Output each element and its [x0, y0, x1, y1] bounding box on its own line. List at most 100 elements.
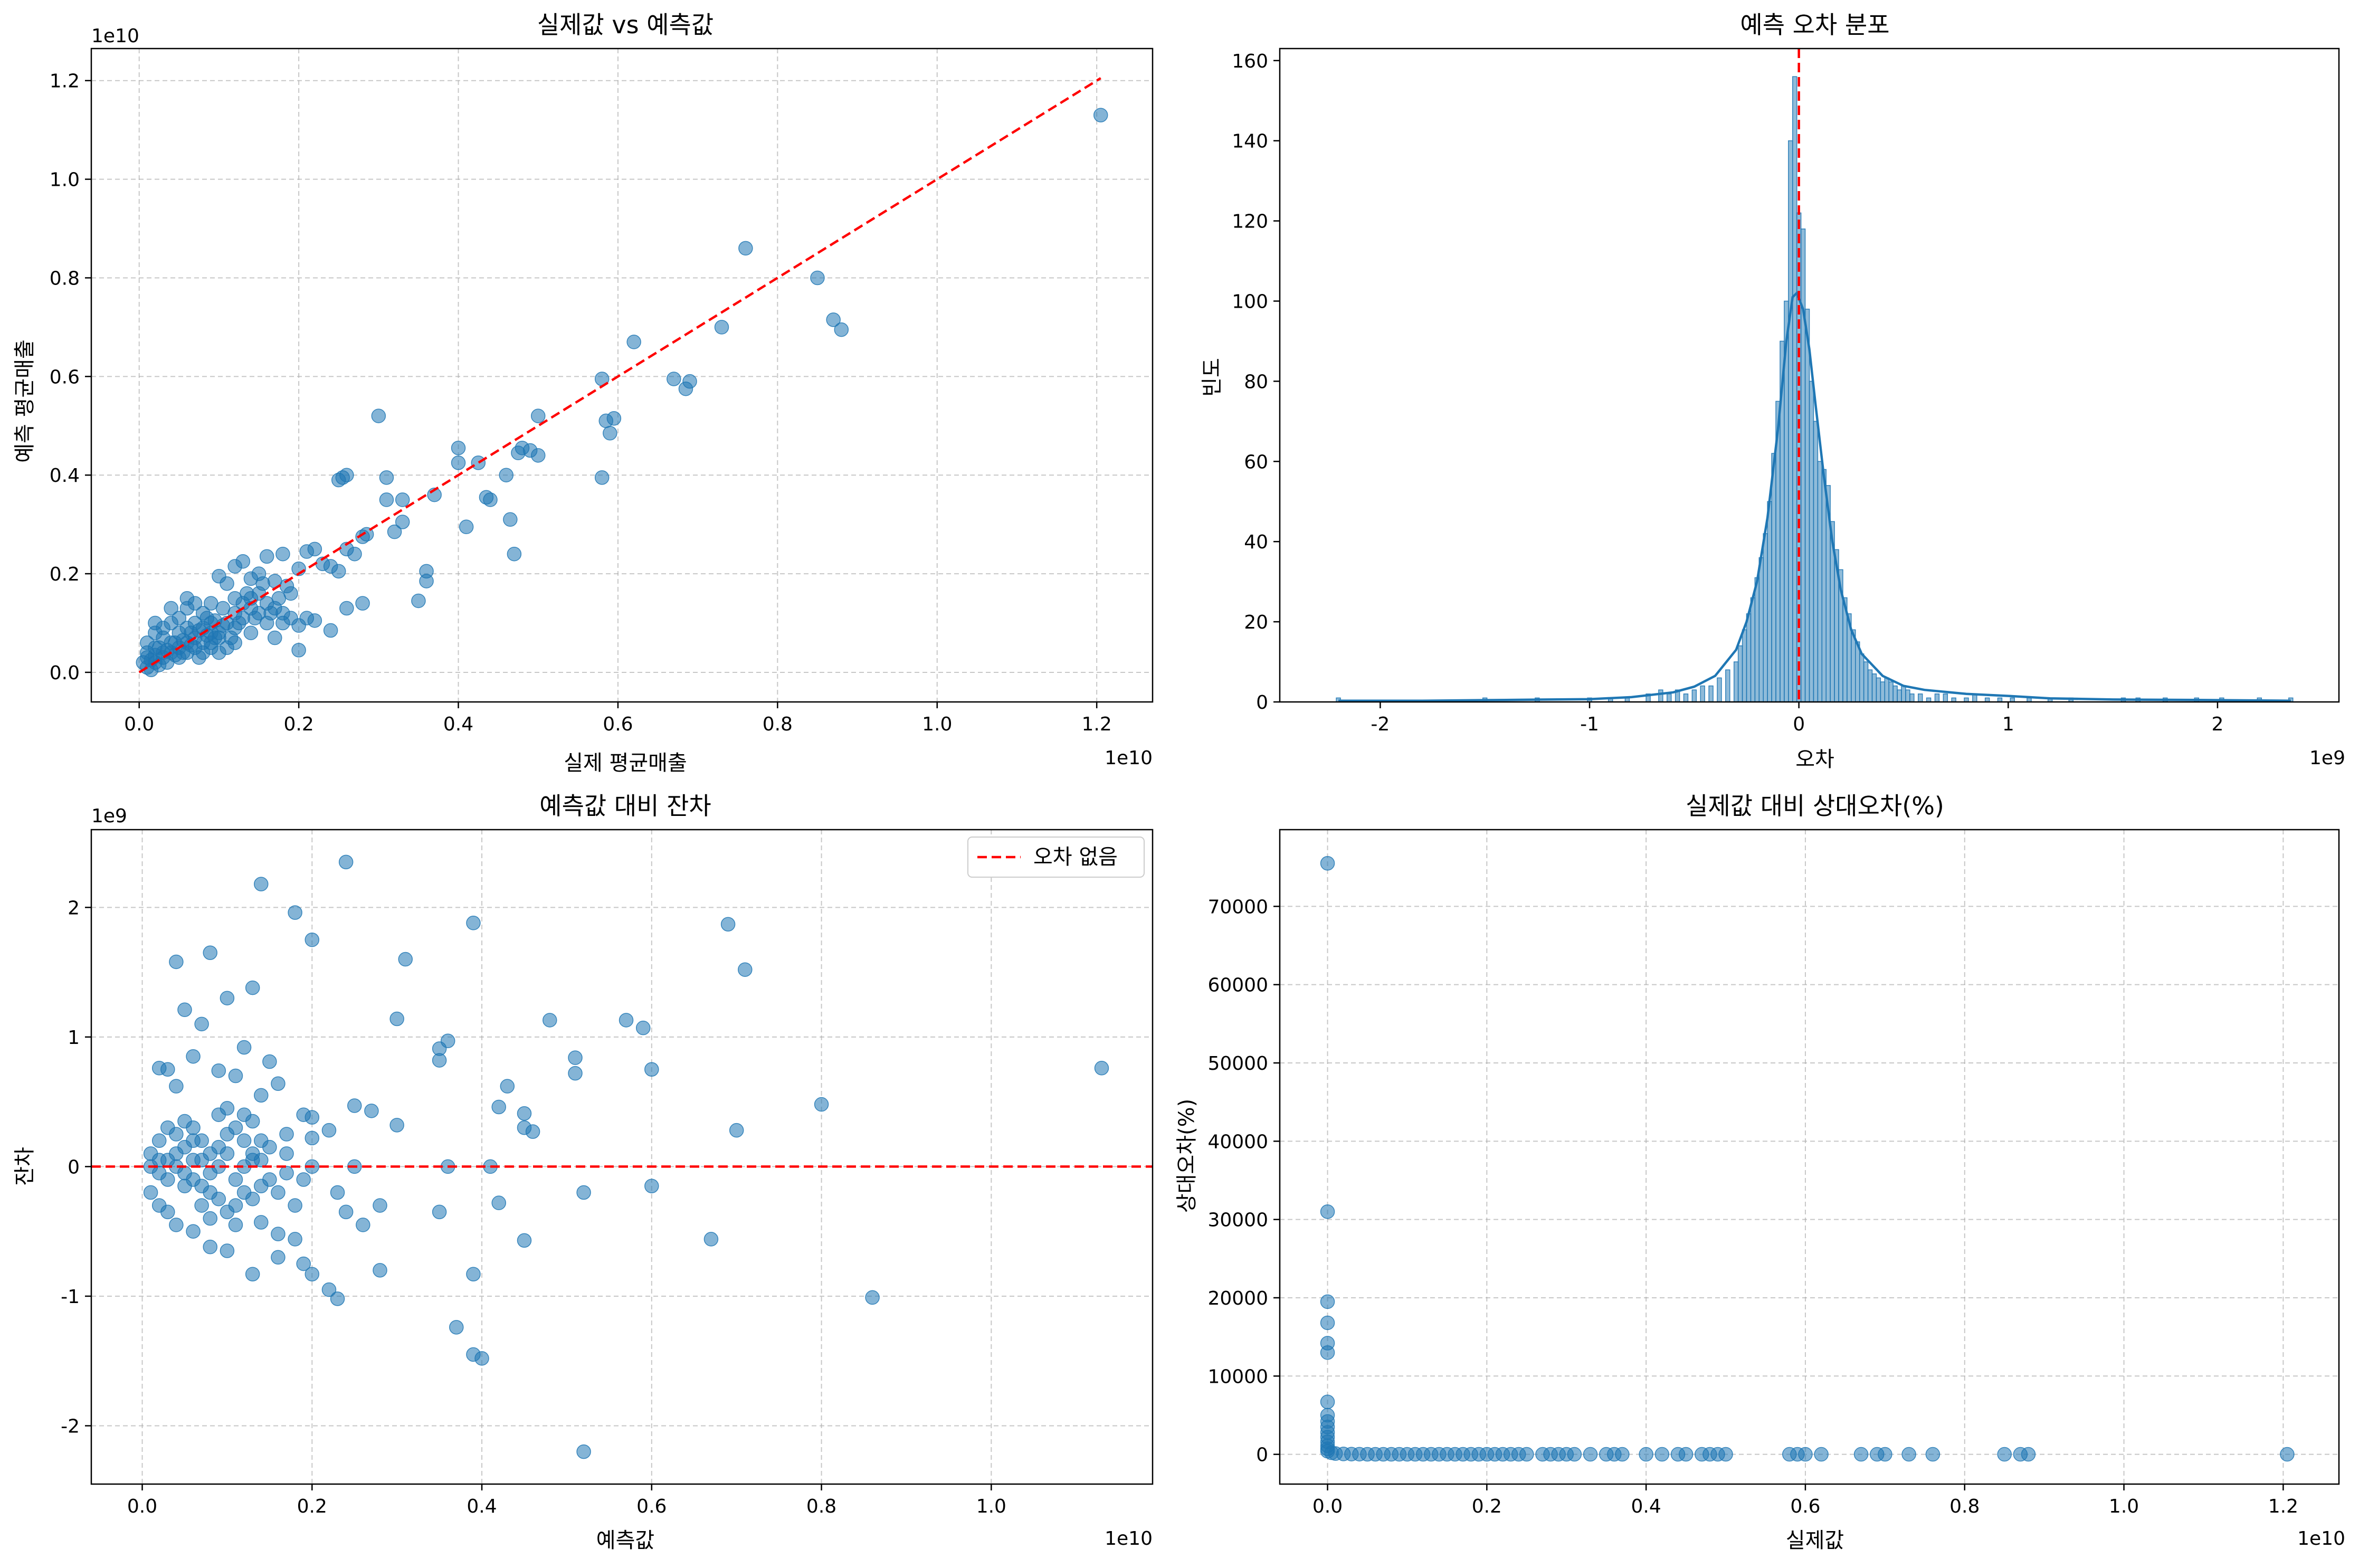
panel4-y-tick-label: 70000 [1207, 896, 1268, 918]
panel3-x-tick-label: 0.4 [467, 1496, 497, 1517]
scatter-point [517, 1233, 532, 1248]
legend-label: 오차 없음 [1033, 845, 1118, 869]
scatter-point [491, 1195, 506, 1210]
scatter-point [151, 1061, 167, 1076]
histogram-bar [1876, 677, 1881, 702]
scatter-point [826, 312, 841, 327]
scatter-point [275, 546, 290, 562]
scatter-point [160, 1172, 175, 1187]
panel4-x-tick-label: 0.0 [1312, 1496, 1343, 1517]
panel3-axes-frame [90, 829, 1154, 1485]
scatter-point [305, 1130, 320, 1146]
scatter-point [199, 611, 214, 625]
panel1-x-tick-label: 0.4 [443, 714, 473, 735]
scatter-point [179, 591, 195, 606]
scatter-point [379, 470, 394, 485]
panel3-y-tick-label: -1 [61, 1286, 80, 1308]
scatter-point [466, 916, 481, 930]
scatter-point [220, 1101, 235, 1116]
scatter-point [228, 1120, 243, 1135]
panel1-title: 실제값 vs 예측값 [537, 11, 714, 39]
scatter-point [168, 635, 183, 650]
scatter-point [511, 445, 526, 460]
scatter-point [451, 441, 466, 455]
scatter-point [387, 524, 402, 539]
scatter-point [432, 1053, 447, 1068]
scatter-point [568, 1050, 583, 1065]
panel1-x-tick-label: 0.2 [283, 714, 313, 735]
scatter-point [228, 1068, 243, 1084]
histogram-bar [1758, 557, 1764, 702]
scatter-point [355, 596, 370, 611]
panel1-x-tick-label: 0.6 [603, 714, 633, 735]
scatter-point [194, 1153, 209, 1167]
panel1-y-tick-label: 1.0 [50, 169, 80, 191]
panel4-axes-frame [1279, 829, 2340, 1485]
scatter-point [262, 1054, 277, 1069]
scatter-point [347, 546, 362, 562]
scatter-point [255, 576, 270, 591]
panel2-ylabel: 빈도 [1200, 358, 1224, 397]
scatter-point [268, 630, 282, 645]
panel2-x-offset: 1e9 [2309, 747, 2345, 769]
scatter-point [186, 1224, 201, 1239]
scatter-point [151, 1153, 167, 1167]
scatter-point [1320, 1294, 1335, 1309]
scatter-point [1997, 1447, 2012, 1462]
scatter-point [603, 426, 617, 441]
scatter-point [148, 615, 163, 631]
scatter-point [151, 1133, 167, 1148]
scatter-point [288, 1232, 302, 1247]
scatter-point [474, 1351, 489, 1366]
panel2-x-tick-label: 0 [1793, 714, 1805, 735]
panel2-y-tick-label: 60 [1244, 451, 1268, 473]
panel3-x-tick-label: 0.6 [636, 1496, 667, 1517]
scatter-point [619, 1013, 634, 1028]
histogram-bar [1892, 685, 1898, 702]
histogram-bar [1771, 453, 1776, 702]
panel4-y-tick-label: 0 [1256, 1445, 1268, 1466]
histogram-bar [1700, 685, 1705, 702]
scatter-point [499, 468, 514, 482]
scatter-point [296, 1256, 311, 1271]
panel1-x-tick-label: 0.8 [763, 714, 793, 735]
scatter-point [459, 519, 474, 535]
scatter-point [279, 1146, 294, 1161]
panel3-y-tick-label: 1 [68, 1027, 80, 1049]
scatter-point [1320, 1345, 1335, 1360]
scatter-point [703, 1232, 719, 1247]
panel3-y-offset: 1e9 [91, 805, 127, 827]
panel3-ylabel: 잔차 [13, 1147, 37, 1186]
scatter-point [299, 544, 314, 559]
scatter-point [236, 1107, 252, 1122]
scatter-point [254, 1179, 269, 1193]
scatter-point [263, 606, 278, 621]
scatter-point [1567, 1447, 1582, 1462]
histogram-bar [1909, 693, 1915, 702]
panel4-x-tick-label: 1.2 [2268, 1496, 2298, 1517]
scatter-point [678, 381, 693, 396]
panel1-y-tick-label: 1.2 [50, 71, 80, 92]
scatter-point [169, 1218, 184, 1232]
panel2-y-tick-label: 120 [1232, 211, 1268, 233]
panel4-xlabel: 실제값 [1786, 1528, 1844, 1553]
panel4-x-tick-label: 1.0 [2109, 1496, 2139, 1517]
scatter-point [356, 1218, 370, 1232]
scatter-point [330, 1185, 345, 1200]
scatter-point [373, 1198, 387, 1213]
scatter-point [271, 591, 287, 606]
scatter-point [507, 546, 522, 562]
panel2-y-tick-label: 40 [1244, 531, 1268, 553]
scatter-point [192, 650, 206, 665]
panel1-y-tick-label: 0.4 [50, 465, 80, 487]
scatter-point [500, 1079, 515, 1094]
histogram-bar [1796, 212, 1802, 702]
scatter-point [330, 1291, 345, 1306]
panel1-x-tick-label: 1.0 [922, 714, 952, 735]
scatter-point [398, 952, 413, 967]
scatter-point [177, 1179, 192, 1193]
scatter-point [714, 320, 729, 335]
scatter-point [245, 1267, 260, 1281]
panel3-y-tick-label: -2 [61, 1416, 80, 1438]
